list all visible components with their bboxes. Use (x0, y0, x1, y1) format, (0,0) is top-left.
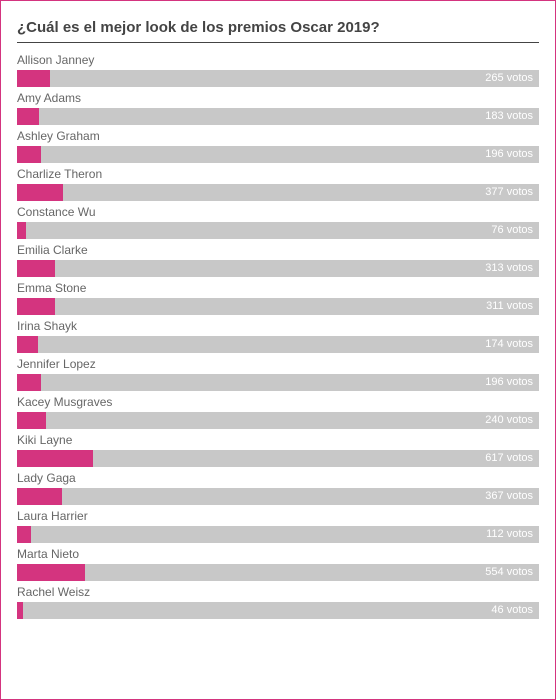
poll-row: Laura Harrier 112 votos (17, 509, 539, 543)
vote-count: 311 votos (486, 298, 533, 315)
poll-row: Marta Nieto 554 votos (17, 547, 539, 581)
bar-track: 46 votos (17, 602, 539, 619)
bar-track: 196 votos (17, 374, 539, 391)
bar-track: 196 votos (17, 146, 539, 163)
bar-fill (17, 374, 41, 391)
poll-row-label: Constance Wu (17, 205, 539, 219)
poll-row: Ashley Graham 196 votos (17, 129, 539, 163)
vote-count: 554 votos (485, 564, 533, 581)
poll-frame: ¿Cuál es el mejor look de los premios Os… (0, 0, 556, 700)
poll-row: Amy Adams 183 votos (17, 91, 539, 125)
bar-track: 617 votos (17, 450, 539, 467)
bar-track: 377 votos (17, 184, 539, 201)
bar-fill (17, 298, 55, 315)
poll-row: Kiki Layne 617 votos (17, 433, 539, 467)
poll-row-label: Ashley Graham (17, 129, 539, 143)
bar-fill (17, 412, 46, 429)
bar-fill (17, 260, 55, 277)
bar-fill (17, 336, 38, 353)
bar-track: 76 votos (17, 222, 539, 239)
bar-fill (17, 526, 31, 543)
bar-fill (17, 184, 63, 201)
vote-count: 367 votos (485, 488, 533, 505)
vote-count: 174 votos (485, 336, 533, 353)
poll-row-label: Irina Shayk (17, 319, 539, 333)
vote-count: 112 votos (486, 526, 533, 543)
vote-count: 377 votos (485, 184, 533, 201)
poll-row: Constance Wu 76 votos (17, 205, 539, 239)
poll-row-label: Emilia Clarke (17, 243, 539, 257)
poll-row-label: Jennifer Lopez (17, 357, 539, 371)
vote-count: 76 votos (491, 222, 533, 239)
bar-track: 112 votos (17, 526, 539, 543)
poll-row-label: Allison Janney (17, 53, 539, 67)
poll-row-label: Marta Nieto (17, 547, 539, 561)
poll-row-label: Kiki Layne (17, 433, 539, 447)
vote-count: 196 votos (485, 146, 533, 163)
poll-title: ¿Cuál es el mejor look de los premios Os… (17, 19, 539, 43)
bar-track: 311 votos (17, 298, 539, 315)
bar-track: 313 votos (17, 260, 539, 277)
bar-track: 554 votos (17, 564, 539, 581)
poll-row-label: Amy Adams (17, 91, 539, 105)
bar-track: 367 votos (17, 488, 539, 505)
poll-row: Kacey Musgraves 240 votos (17, 395, 539, 429)
poll-row-label: Rachel Weisz (17, 585, 539, 599)
bar-fill (17, 450, 93, 467)
bar-track: 183 votos (17, 108, 539, 125)
poll-rows: Allison Janney 265 votos Amy Adams 183 voto… (17, 53, 539, 619)
bar-track: 174 votos (17, 336, 539, 353)
vote-count: 196 votos (485, 374, 533, 391)
vote-count: 313 votos (485, 260, 533, 277)
bar-fill (17, 146, 41, 163)
poll-row-label: Kacey Musgraves (17, 395, 539, 409)
bar-track: 240 votos (17, 412, 539, 429)
bar-fill (17, 564, 85, 581)
poll-row-label: Emma Stone (17, 281, 539, 295)
bar-track: 265 votos (17, 70, 539, 87)
bar-fill (17, 70, 50, 87)
poll-row: Lady Gaga 367 votos (17, 471, 539, 505)
poll-row: Allison Janney 265 votos (17, 53, 539, 87)
bar-fill (17, 108, 39, 125)
bar-fill (17, 488, 62, 505)
poll-row-label: Laura Harrier (17, 509, 539, 523)
vote-count: 265 votos (485, 70, 533, 87)
vote-count: 617 votos (485, 450, 533, 467)
poll-row: Emilia Clarke 313 votos (17, 243, 539, 277)
bar-fill (17, 222, 26, 239)
vote-count: 46 votos (491, 602, 533, 619)
vote-count: 183 votos (485, 108, 533, 125)
bar-fill (17, 602, 23, 619)
vote-count: 240 votos (485, 412, 533, 429)
poll-row: Rachel Weisz 46 votos (17, 585, 539, 619)
poll-row: Emma Stone 311 votos (17, 281, 539, 315)
poll-row-label: Charlize Theron (17, 167, 539, 181)
poll-row: Irina Shayk 174 votos (17, 319, 539, 353)
poll-row-label: Lady Gaga (17, 471, 539, 485)
poll-row: Charlize Theron 377 votos (17, 167, 539, 201)
poll-row: Jennifer Lopez 196 votos (17, 357, 539, 391)
